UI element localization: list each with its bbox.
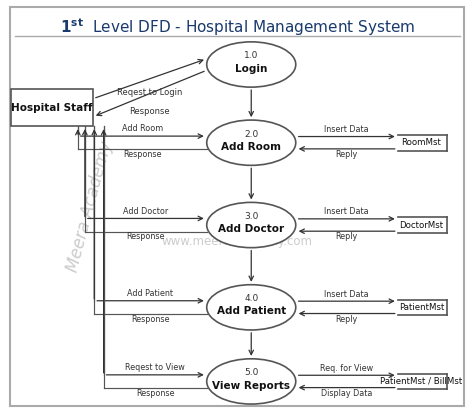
Text: PatientMst / BillMst: PatientMst / BillMst [380,377,463,386]
Text: Response: Response [136,389,174,398]
Text: DoctorMst: DoctorMst [399,221,443,230]
Text: Response: Response [127,233,165,242]
Text: Response: Response [129,107,170,116]
Text: Reqest to View: Reqest to View [125,363,185,372]
Text: Add Doctor: Add Doctor [123,206,168,216]
Text: Add Patient: Add Patient [217,306,286,316]
FancyBboxPatch shape [11,89,93,126]
Text: Add Doctor: Add Doctor [218,224,284,234]
Text: Insert Data: Insert Data [324,207,369,216]
Text: Insert Data: Insert Data [324,290,369,299]
Text: RoomMst: RoomMst [401,138,441,147]
Text: Response: Response [131,315,170,324]
Text: Hospital Staff: Hospital Staff [11,103,93,113]
Text: $\mathbf{1^{st}}$  Level DFD - Hospital Management System: $\mathbf{1^{st}}$ Level DFD - Hospital M… [60,17,415,38]
Text: Reply: Reply [336,150,358,159]
Text: Reply: Reply [336,315,358,324]
Text: Req. for View: Req. for View [320,364,374,373]
Ellipse shape [207,202,296,248]
Ellipse shape [207,42,296,87]
Text: Add Room: Add Room [122,124,163,133]
Text: Reqest to Login: Reqest to Login [117,88,182,97]
Ellipse shape [207,359,296,404]
Text: 5.0: 5.0 [244,368,258,377]
FancyBboxPatch shape [10,7,465,406]
Ellipse shape [207,285,296,330]
Text: 4.0: 4.0 [244,294,258,303]
Text: Meera Academy: Meera Academy [64,139,116,274]
Text: 2.0: 2.0 [244,130,258,139]
Ellipse shape [207,120,296,165]
Text: Response: Response [123,150,162,159]
Text: PatientMst: PatientMst [399,303,444,312]
Text: 1.0: 1.0 [244,51,258,60]
Text: Add Patient: Add Patient [128,289,173,298]
Text: Login: Login [235,64,267,74]
Text: www.meeraacademy.com: www.meeraacademy.com [162,235,313,248]
Text: Add Room: Add Room [221,142,281,152]
Text: Display Data: Display Data [321,389,373,398]
Text: Reply: Reply [336,233,358,242]
Text: View Reports: View Reports [212,380,290,391]
Text: 3.0: 3.0 [244,212,258,221]
Text: Insert Data: Insert Data [324,125,369,134]
